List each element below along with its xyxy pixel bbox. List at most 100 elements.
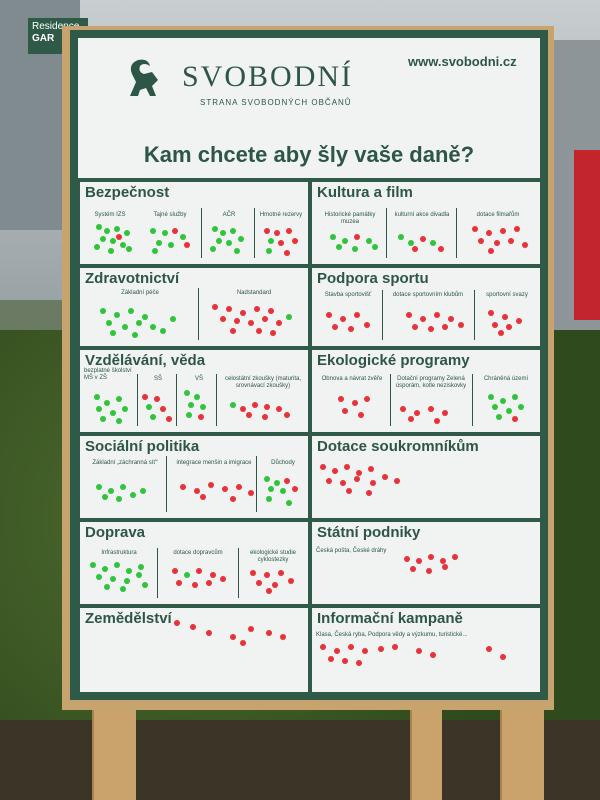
red-sticker [194,488,200,494]
red-sticker [364,396,370,402]
red-sticker [334,648,340,654]
red-sticker [442,324,448,330]
red-sticker [488,310,494,316]
green-sticker [138,564,144,570]
green-sticker [146,404,152,410]
green-sticker [188,402,194,408]
divider [166,456,167,512]
red-sticker [438,246,444,252]
cell-title: Kultura a film [317,184,413,201]
red-sticker [256,328,262,334]
red-sticker [368,466,374,472]
votes-podniky [312,522,540,604]
red-sticker [340,316,346,322]
red-sticker [248,626,254,632]
red-sticker [404,556,410,562]
green-sticker [184,572,190,578]
red-sticker [278,570,284,576]
red-sticker [420,316,426,322]
cell-ekologie: Ekologické programy Obnova a návrat zvěř… [312,350,540,432]
green-sticker [142,582,148,588]
green-sticker [136,320,142,326]
poster-header: SVOBODNÍ STRANA SVOBODNÝCH OBČANŮ www.sv… [78,38,540,178]
green-sticker [114,226,120,232]
red-sticker [378,646,384,652]
red-sign [574,150,600,320]
red-sticker [264,572,270,578]
green-sticker [488,394,494,400]
green-sticker [492,404,498,410]
green-sticker [102,494,108,500]
green-sticker [126,246,132,252]
green-sticker [140,488,146,494]
cell-title: Zdravotnictví [85,270,180,287]
green-sticker [280,488,286,494]
red-sticker [210,572,216,578]
sub-label: Důchody [271,460,295,466]
red-sticker [272,582,278,588]
red-sticker [196,568,202,574]
red-sticker [332,324,338,330]
green-sticker [130,492,136,498]
green-sticker [496,414,502,420]
green-sticker [216,238,222,244]
votes-zdravotnictvi [80,268,308,346]
red-sticker [192,582,198,588]
red-sticker [354,234,360,240]
green-sticker [100,236,106,242]
red-sticker [488,248,494,254]
red-sticker [412,246,418,252]
green-sticker [230,228,236,234]
green-sticker [96,484,102,490]
red-sticker [234,318,240,324]
sub-label: celostátní zkoušky (maturita, srovnávací… [224,376,302,389]
red-sticker [428,326,434,332]
green-sticker [120,484,126,490]
green-sticker [104,400,110,406]
red-sticker [230,328,236,334]
red-sticker [236,484,242,490]
green-sticker [90,562,96,568]
ibex-logo-icon [130,59,158,96]
green-sticker [142,314,148,320]
red-sticker [426,568,432,574]
green-sticker [162,230,168,236]
green-sticker [342,238,348,244]
red-sticker [516,318,522,324]
divider [198,288,199,340]
red-sticker [220,576,226,582]
red-sticker [278,240,284,246]
red-sticker [364,322,370,328]
green-sticker [96,574,102,580]
divider [474,290,475,340]
red-sticker [270,330,276,336]
red-sticker [220,316,226,322]
divider [176,374,177,426]
votes-kampane [312,608,540,692]
sub-label: Základní „záchranná síť“ [92,460,158,466]
votes-vzdelavani [80,350,308,432]
red-sticker [230,634,236,640]
red-sticker [500,654,506,660]
cell-vzdelavani: Vzdělávání, věda bezplatné školství MŠ v… [80,350,308,432]
votes-ekologie [312,350,540,432]
sub-label: Česká pošta, České dráhy [316,548,387,554]
green-sticker [100,308,106,314]
red-sticker [506,324,512,330]
red-sticker [512,416,518,422]
cell-title: Doprava [85,524,146,541]
green-sticker [108,248,114,254]
red-sticker [262,316,268,322]
divider [216,374,217,426]
red-sticker [428,554,434,560]
divider [201,208,202,258]
red-sticker [416,648,422,654]
divider [137,374,138,426]
red-sticker [410,566,416,572]
red-sticker [326,478,332,484]
green-sticker [132,332,138,338]
green-sticker [274,480,280,486]
residence-sign-line2: GAR [32,33,55,44]
green-sticker [126,568,132,574]
brand-name: SVOBODNÍ [182,60,354,93]
